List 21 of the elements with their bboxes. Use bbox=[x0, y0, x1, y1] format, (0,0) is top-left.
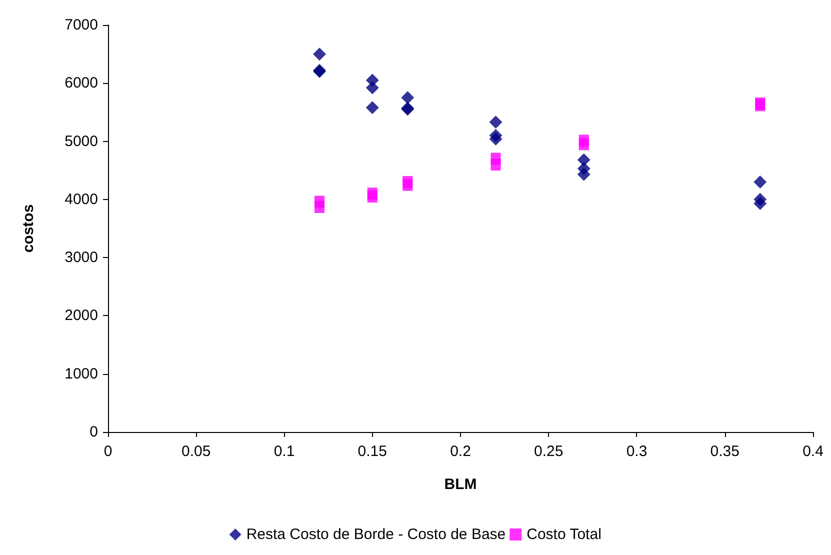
y-tick-label: 4000 bbox=[64, 190, 98, 208]
x-tick-label: 0.25 bbox=[534, 443, 564, 460]
x-tick-label: 0.15 bbox=[358, 443, 387, 460]
x-axis-title: BLM bbox=[444, 476, 477, 493]
x-tick-label: 0.3 bbox=[626, 443, 648, 460]
y-tick-label: 0 bbox=[90, 424, 98, 440]
legend-label: Resta Costo de Borde - Costo de Base bbox=[246, 526, 506, 543]
legend-label: Costo Total bbox=[526, 526, 602, 543]
y-tick-label: 1000 bbox=[64, 365, 98, 382]
x-tick-label: 0.35 bbox=[710, 443, 740, 460]
y-tick-label: 7000 bbox=[64, 16, 98, 34]
y-axis-title: costos bbox=[20, 204, 37, 253]
x-tick-label: 0 bbox=[104, 443, 112, 460]
y-tick-label: 2000 bbox=[64, 307, 98, 324]
x-tick-label: 0.4 bbox=[802, 443, 824, 460]
x-tick-label: 0.1 bbox=[274, 443, 295, 460]
x-tick-label: 0.2 bbox=[450, 443, 471, 460]
y-tick-label: 6000 bbox=[64, 74, 98, 92]
y-tick-label: 3000 bbox=[64, 249, 98, 266]
x-tick-label: 0.05 bbox=[182, 443, 211, 460]
y-tick-label: 5000 bbox=[64, 132, 98, 150]
